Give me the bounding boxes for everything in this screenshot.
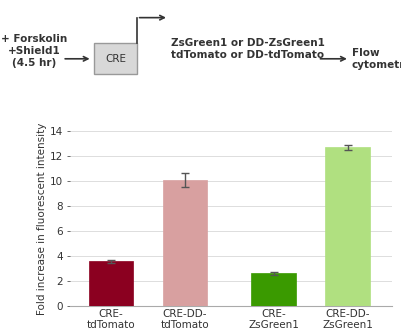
- Bar: [324, 147, 369, 306]
- Bar: [94, 43, 136, 75]
- Bar: [162, 180, 207, 306]
- Bar: [89, 261, 133, 306]
- Text: CRE: CRE: [105, 54, 126, 64]
- Text: Flow
cytometry: Flow cytometry: [351, 48, 401, 70]
- Text: ZsGreen1 or DD-ZsGreen1
tdTomato or DD-tdTomato: ZsGreen1 or DD-ZsGreen1 tdTomato or DD-t…: [170, 38, 324, 60]
- Y-axis label: Fold increase in fluorescent intensity: Fold increase in fluorescent intensity: [36, 122, 47, 314]
- Bar: [251, 273, 295, 306]
- Text: + Forskolin
+Shield1
(4.5 hr): + Forskolin +Shield1 (4.5 hr): [1, 34, 67, 68]
